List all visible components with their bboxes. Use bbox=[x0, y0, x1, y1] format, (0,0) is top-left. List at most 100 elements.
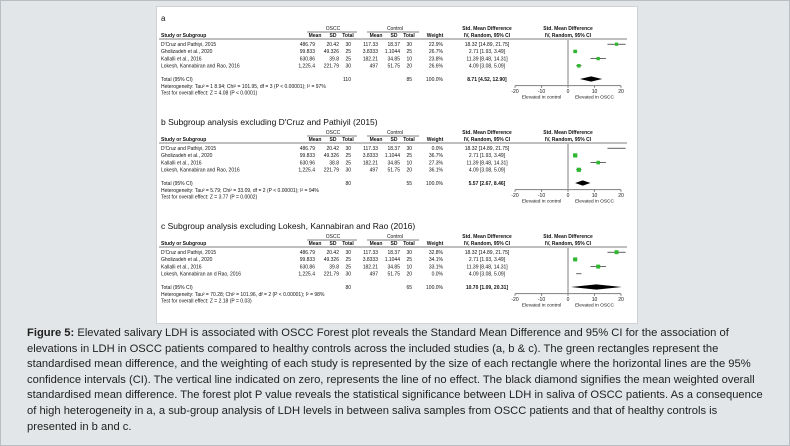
study-name: Gholizadeh et al., 2020 bbox=[161, 257, 213, 263]
x-tick-label: 0 bbox=[567, 193, 570, 199]
control-total: 30 bbox=[406, 146, 412, 152]
oscc-total: 30 bbox=[345, 42, 351, 48]
study-name: Gholizadeh et al., 2020 bbox=[161, 49, 213, 55]
control-total: 25 bbox=[406, 257, 412, 263]
control-mean: 117.33 bbox=[363, 250, 378, 256]
col-mean-header: Mean bbox=[370, 33, 383, 39]
axis-left-label: Elevated in control bbox=[522, 302, 561, 308]
col-mean-header: Mean bbox=[309, 241, 322, 247]
control-mean: 497 bbox=[370, 168, 379, 174]
group-control-header: Control bbox=[387, 26, 403, 32]
study-point bbox=[614, 250, 619, 255]
x-tick-label: -20 bbox=[511, 297, 518, 303]
control-total: 10 bbox=[406, 160, 412, 166]
study-name: Kallalli et al., 2016 bbox=[161, 56, 202, 62]
study-weight: 32.8% bbox=[429, 250, 444, 256]
col-weight-header: Weight bbox=[427, 137, 444, 143]
total-label: Total (95% CI) bbox=[161, 285, 193, 291]
study-name: Lokesh, Kannabiran an d Rao, 2016 bbox=[161, 272, 241, 278]
control-sd: 18.37 bbox=[387, 250, 400, 256]
study-weight: 22.9% bbox=[429, 42, 444, 48]
x-tick-label: 20 bbox=[618, 193, 624, 199]
control-mean: 182.21 bbox=[363, 264, 379, 270]
oscc-mean: 99.833 bbox=[300, 257, 316, 263]
oscc-mean: 99.833 bbox=[300, 49, 316, 55]
study-point bbox=[577, 64, 581, 68]
x-tick-label: 10 bbox=[592, 297, 598, 303]
control-total: 20 bbox=[406, 168, 412, 174]
oscc-mean: 1,225.4 bbox=[298, 64, 315, 70]
total-control-n: 85 bbox=[406, 77, 412, 83]
study-point bbox=[573, 49, 577, 54]
total-ci: 10.70 [1.09, 20.31] bbox=[466, 285, 509, 291]
total-weight: 100.0% bbox=[426, 77, 444, 83]
col-total-header: Total bbox=[342, 137, 354, 143]
col-weight-header: Weight bbox=[427, 241, 444, 247]
col-ci-header: IV, Random, 95% CI bbox=[464, 33, 511, 39]
col-total-header: Total bbox=[403, 33, 415, 39]
oscc-sd: 49.326 bbox=[324, 49, 340, 55]
total-weight: 100.0% bbox=[426, 285, 444, 291]
x-tick-label: -20 bbox=[511, 193, 518, 199]
oscc-total: 30 bbox=[345, 146, 351, 152]
oscc-total: 30 bbox=[345, 64, 351, 70]
col-sd-header: SD bbox=[391, 137, 398, 143]
smd-plot-header: Std. Mean Difference bbox=[543, 26, 593, 32]
study-point bbox=[614, 42, 619, 46]
col-mean-header: Mean bbox=[309, 137, 322, 143]
heterogeneity-text: Heterogeneity: Tau² = 1 8.94; Chi² = 101… bbox=[161, 84, 326, 90]
oscc-sd: 20.42 bbox=[326, 250, 339, 256]
study-weight: 0.0% bbox=[432, 272, 444, 278]
col-study-header: Study or Subgroup bbox=[161, 33, 206, 39]
overall-test-text: Test for overall effect: Z = 3.77 (P = 0… bbox=[161, 194, 258, 200]
control-total: 25 bbox=[406, 49, 412, 55]
control-mean: 117.33 bbox=[363, 42, 378, 48]
control-sd: 1.1044 bbox=[385, 257, 401, 263]
study-ci: 11.39 [8.48, 14.31] bbox=[466, 264, 508, 270]
total-oscc-n: 80 bbox=[345, 181, 351, 187]
oscc-sd: 49.326 bbox=[324, 257, 340, 263]
plot-ci-header: IV, Random, 95% CI bbox=[545, 241, 592, 247]
heterogeneity-text: Heterogeneity: Tau² = 5.79; Chi² = 33.09… bbox=[161, 188, 319, 194]
col-weight-header: Weight bbox=[427, 33, 444, 39]
axis-right-label: Elevated in OSCC bbox=[575, 302, 614, 308]
oscc-mean: 486.79 bbox=[300, 146, 316, 152]
col-mean-header: Mean bbox=[370, 137, 383, 143]
axis-right-label: Elevated in OSCC bbox=[575, 198, 614, 204]
total-control-n: 65 bbox=[406, 285, 412, 291]
study-name: Lokesh, Kannabiran and Rao, 2016 bbox=[161, 64, 240, 70]
axis-left-label: Elevated in control bbox=[522, 94, 561, 100]
col-study-header: Study or Subgroup bbox=[161, 137, 206, 143]
col-total-header: Total bbox=[403, 241, 415, 247]
x-tick-label: 20 bbox=[618, 89, 624, 95]
control-total: 20 bbox=[406, 64, 412, 70]
oscc-total: 25 bbox=[345, 264, 351, 270]
total-control-n: 55 bbox=[406, 181, 412, 187]
control-mean: 497 bbox=[370, 272, 379, 278]
study-weight: 0.0% bbox=[432, 146, 444, 152]
study-ci: 2.71 [1.93, 3.49] bbox=[469, 257, 506, 263]
x-tick-label: 10 bbox=[592, 89, 598, 95]
oscc-total: 25 bbox=[345, 49, 351, 55]
control-total: 10 bbox=[406, 264, 412, 270]
oscc-total: 25 bbox=[345, 153, 351, 159]
group-control-header: Control bbox=[387, 130, 403, 136]
study-name: D'Cruz and Pathiyi, 2015 bbox=[161, 42, 216, 48]
col-sd-header: SD bbox=[330, 33, 337, 39]
total-ci: 5.57 [2.67, 8.46] bbox=[469, 181, 506, 187]
overall-test-text: Test for overall effect: Z = 4.08 (P < 0… bbox=[161, 90, 258, 96]
axis-left-label: Elevated in control bbox=[522, 198, 561, 204]
control-mean: 182.21 bbox=[363, 56, 379, 62]
study-ci: 4.09 [3.08, 5.09] bbox=[469, 272, 506, 278]
control-sd: 51.75 bbox=[387, 272, 400, 278]
col-mean-header: Mean bbox=[309, 33, 322, 39]
study-name: Kallalli et al., 2016 bbox=[161, 264, 202, 270]
total-label: Total (95% CI) bbox=[161, 77, 193, 83]
x-tick-label: 0 bbox=[567, 89, 570, 95]
overall-diamond bbox=[570, 284, 622, 290]
col-mean-header: Mean bbox=[370, 241, 383, 247]
study-ci: 11.39 [8.48, 14.31] bbox=[466, 160, 508, 166]
oscc-sd: 221.79 bbox=[324, 272, 340, 278]
control-total: 30 bbox=[406, 250, 412, 256]
oscc-total: 30 bbox=[345, 272, 351, 278]
